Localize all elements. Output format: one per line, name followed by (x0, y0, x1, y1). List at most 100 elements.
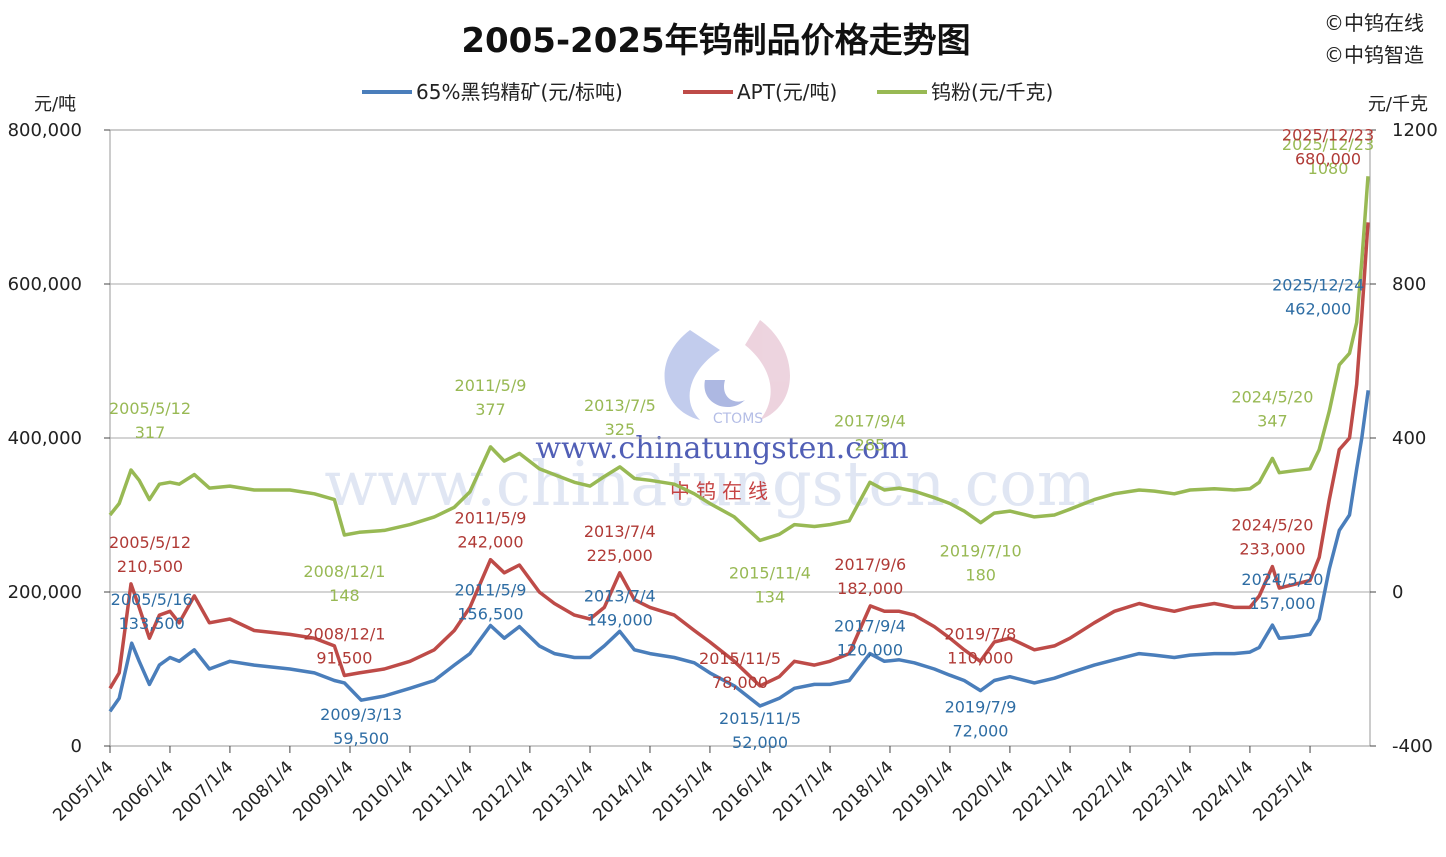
annotation-date: 2015/11/5 (719, 709, 801, 728)
annotation-value: 225,000 (587, 546, 653, 565)
annotation-date: 2011/5/9 (455, 509, 527, 528)
annotation-value: 182,000 (837, 579, 903, 598)
annotation-value: 377 (475, 400, 506, 419)
annotation-date: 2005/5/12 (109, 399, 191, 418)
annotation-powder: 2011/5/9 377 (455, 376, 527, 419)
annotation-date: 2017/9/4 (834, 617, 906, 636)
annotation-concentrate: 2017/9/4 120,000 (834, 617, 906, 660)
annotation-value: 317 (135, 423, 166, 442)
series-lines (108, 176, 1370, 713)
annotation-date: 2025/12/23 (1282, 135, 1374, 154)
x-tick-label: 2011/1/4 (409, 757, 477, 825)
x-tick-label: 2014/1/4 (589, 757, 657, 825)
copyright-line-2: ©中钨智造 (1324, 43, 1424, 67)
annotation-date: 2011/5/9 (455, 376, 527, 395)
annotation-value: 120,000 (837, 641, 903, 660)
annotation-date: 2019/7/10 (940, 542, 1022, 561)
annotation-value: 325 (605, 420, 636, 439)
annotation-powder: 2005/5/12 317 (109, 399, 191, 442)
y-left-tick-label: 400,000 (8, 428, 82, 449)
y-right-unit: 元/千克 (1368, 94, 1428, 115)
annotation-value: 242,000 (457, 533, 523, 552)
annotation-concentrate: 2005/5/16 133,500 (111, 590, 193, 633)
x-tick-label: 2006/1/4 (109, 757, 177, 825)
x-tick-label: 2024/1/4 (1189, 757, 1257, 825)
x-tick-label: 2005/1/4 (49, 757, 117, 825)
annotations: 2005/5/12 317 2008/12/1 148 2011/5/9 377 2013/… (109, 125, 1374, 752)
annotation-concentrate: 2024/5/20 157,000 (1241, 570, 1323, 613)
series-line-powder (108, 176, 1370, 543)
annotation-apt: 2017/9/6 182,000 (834, 555, 906, 598)
annotation-powder: 2025/12/23 1080 (1282, 135, 1374, 178)
annotation-apt: 2008/12/1 91,500 (303, 625, 385, 668)
annotation-value: 133,500 (119, 614, 185, 633)
annotation-apt: 2005/5/12 210,500 (109, 533, 191, 576)
annotation-value: 78,000 (712, 673, 768, 692)
annotation-powder: 2024/5/20 347 (1231, 387, 1313, 430)
annotation-date: 2019/7/9 (945, 698, 1017, 717)
annotation-powder: 2008/12/1 148 (303, 562, 385, 605)
annotation-date: 2015/11/5 (699, 649, 781, 668)
legend-label-concentrate: 65%黑钨精矿(元/标吨) (416, 80, 623, 104)
annotation-date: 2024/5/20 (1241, 570, 1323, 589)
annotation-value: 52,000 (732, 733, 788, 752)
annotation-value: 680,000 (1295, 149, 1361, 168)
annotation-value: 72,000 (953, 722, 1009, 741)
annotation-apt: 2024/5/20 233,000 (1231, 516, 1313, 559)
y-left-tick-label: 600,000 (8, 274, 82, 295)
series-line-apt (108, 222, 1370, 690)
y-right-tick-label: 1200 (1392, 120, 1438, 141)
annotation-date: 2005/5/16 (111, 590, 193, 609)
y-left-axis: 0 200,000 400,000 600,000 800,000 (8, 120, 110, 757)
x-tick-label: 2022/1/4 (1069, 757, 1137, 825)
watermark-url: www.chinatungsten.com (535, 431, 908, 466)
y-left-tick-label: 800,000 (8, 120, 82, 141)
annotation-apt: 2015/11/5 78,000 (699, 649, 781, 692)
chart-title: 2005-2025年钨制品价格走势图 (461, 21, 970, 61)
annotation-date: 2025/12/24 (1272, 275, 1364, 294)
annotation-apt: 2013/7/4 225,000 (584, 522, 656, 565)
annotation-powder: 2017/9/4 285 (834, 411, 906, 454)
annotation-value: 110,000 (947, 648, 1013, 667)
annotation-date: 2024/5/20 (1231, 516, 1313, 535)
annotation-value: 91,500 (316, 649, 372, 668)
annotation-value: 347 (1257, 411, 1288, 430)
x-tick-label: 2017/1/4 (769, 757, 837, 825)
annotation-powder: 2019/7/10 180 (940, 542, 1022, 585)
annotation-date: 2013/7/5 (584, 396, 656, 415)
y-right-tick-label: 0 (1392, 582, 1403, 603)
annotation-date: 2013/7/4 (584, 522, 656, 541)
copyright-line-1: ©中钨在线 (1324, 11, 1424, 35)
annotation-concentrate: 2011/5/9 156,500 (455, 580, 527, 623)
annotation-date: 2017/9/4 (834, 411, 906, 430)
annotation-date: 2024/5/20 (1231, 387, 1313, 406)
x-tick-label: 2015/1/4 (649, 757, 717, 825)
annotation-value: 134 (755, 587, 786, 606)
y-right-tick-label: 400 (1392, 428, 1426, 449)
annotation-value: 156,500 (457, 604, 523, 623)
x-tick-label: 2023/1/4 (1129, 757, 1197, 825)
annotation-date: 2011/5/9 (455, 580, 527, 599)
x-tick-label: 2008/1/4 (229, 757, 297, 825)
x-tick-label: 2019/1/4 (889, 757, 957, 825)
annotation-concentrate: 2013/7/4 149,000 (584, 586, 656, 629)
annotation-apt: 2011/5/9 242,000 (455, 509, 527, 552)
y-right-tick-label: -400 (1392, 736, 1433, 757)
annotation-powder: 2015/11/4 134 (729, 563, 811, 606)
ctoms-logo: CTOMS (664, 320, 790, 427)
annotation-value: 157,000 (1249, 594, 1315, 613)
x-tick-label: 2013/1/4 (529, 757, 597, 825)
x-tick-label: 2025/1/4 (1249, 757, 1317, 825)
watermark: CTOMS www.chinatungsten.com www.chinatun… (324, 320, 1096, 520)
annotation-apt: 2019/7/8 110,000 (944, 624, 1016, 667)
annotation-date: 2017/9/6 (834, 555, 906, 574)
annotation-value: 210,500 (117, 557, 183, 576)
annotation-date: 2013/7/4 (584, 586, 656, 605)
annotation-concentrate: 2019/7/9 72,000 (945, 698, 1017, 741)
annotation-concentrate: 2025/12/24 462,000 (1272, 275, 1364, 318)
annotation-date: 2025/12/23 (1282, 125, 1374, 144)
x-tick-label: 2016/1/4 (709, 757, 777, 825)
annotation-value: 148 (329, 586, 360, 605)
